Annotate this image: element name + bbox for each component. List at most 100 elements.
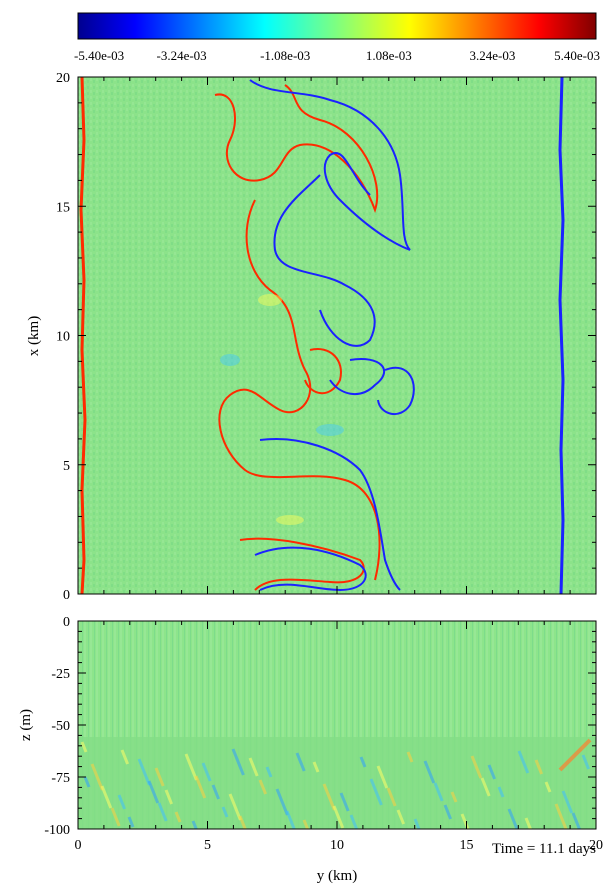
wave-streak	[396, 809, 405, 825]
wave-streak	[265, 766, 273, 778]
bottom-y-tick-label: -25	[51, 667, 70, 682]
top-y-tick-label: 0	[63, 588, 70, 603]
bottom-x-tick-label: 0	[75, 838, 82, 853]
wave-streak	[369, 778, 383, 806]
wave-streak	[120, 749, 129, 765]
bottom-y-tick-label: -50	[51, 719, 70, 734]
wave-streak	[228, 793, 242, 821]
red-contour	[239, 537, 365, 591]
bottom-x-tick-label: 5	[204, 838, 211, 853]
wave-streak	[433, 782, 444, 802]
colorbar-ticks: -5.40e-03 -3.24e-03 -1.08e-03 1.08e-03 3.24e…	[74, 48, 600, 63]
wave-streak	[406, 751, 414, 763]
wave-streak	[460, 813, 470, 829]
top-y-axis-label: x (km)	[26, 316, 42, 356]
bottom-x-axis-label: y (km)	[317, 868, 357, 884]
wave-streak	[581, 754, 590, 770]
blue-contour	[273, 174, 376, 347]
wave-streak	[127, 816, 135, 828]
wave-streak	[544, 781, 552, 793]
wave-streak	[117, 794, 126, 810]
wave-streak	[332, 805, 345, 829]
top-y-tick-label: 15	[56, 200, 70, 215]
right-front-contour	[558, 77, 565, 594]
anomaly-blob	[316, 424, 344, 436]
red-contour	[218, 199, 381, 581]
wave-streak	[285, 810, 296, 829]
wave-streak	[147, 780, 160, 804]
time-annotation: Time = 11.1 days	[492, 841, 596, 857]
colorbar: -5.40e-03 -3.24e-03 -1.08e-03 1.08e-03 3.24e…	[74, 12, 600, 63]
wave-streak	[275, 788, 289, 816]
wave-streak	[201, 762, 212, 782]
top-y-tick-label: 5	[63, 459, 70, 474]
wave-streak	[80, 741, 88, 753]
anomaly-blob	[258, 294, 282, 306]
bottom-x-tick-label: 10	[330, 838, 344, 853]
wave-streak	[359, 756, 367, 768]
wave-streak	[322, 783, 336, 811]
blue-contour	[377, 366, 415, 415]
colorbar-tick-label: 3.24e-03	[469, 48, 515, 63]
bottom-y-tick-label: -75	[51, 771, 70, 786]
wave-streak	[534, 759, 543, 775]
wave-streak	[349, 814, 358, 829]
wave-streak	[470, 755, 483, 779]
colorbar-tick-label: -3.24e-03	[157, 48, 207, 63]
wave-streak	[423, 760, 436, 784]
bottom-y-tick-label: 0	[63, 615, 70, 630]
wave-streak	[137, 758, 151, 786]
anomaly-blob	[276, 515, 304, 525]
top-panel-ticks: 0 5 10 15 20	[56, 71, 597, 603]
wave-streak	[211, 784, 220, 800]
top-panel: 0 5 10 15 20 x (km)	[26, 71, 597, 603]
wave-streak	[450, 791, 458, 803]
wave-streak	[157, 802, 168, 822]
wave-streak	[184, 753, 198, 781]
bottom-panel-ticks: 0 -25 -50 -75 -100 0 5 10 15 20	[44, 615, 603, 853]
wave-streak	[248, 757, 259, 777]
bottom-panel-field	[78, 737, 596, 829]
wave-streak	[100, 785, 113, 809]
top-panel-background	[78, 77, 596, 594]
wave-streak	[231, 748, 245, 776]
wave-streak	[561, 790, 574, 814]
blue-contour	[259, 438, 401, 591]
wave-streak	[312, 761, 320, 773]
wave-streak	[443, 804, 452, 820]
wave-streak	[258, 779, 267, 795]
blue-contour	[249, 79, 411, 251]
top-y-tick-label: 10	[56, 330, 70, 345]
wave-streak	[507, 808, 519, 829]
colorbar-tick-label: -5.40e-03	[74, 48, 124, 63]
wave-streak	[238, 815, 247, 829]
wave-streak	[480, 777, 491, 797]
wave-streak	[554, 803, 568, 829]
wave-streak	[295, 752, 306, 772]
left-front-contour	[79, 77, 87, 594]
bottom-x-tick-label: 15	[460, 838, 474, 853]
wave-streak	[164, 789, 173, 805]
bottom-y-tick-label: -100	[44, 823, 70, 838]
blue-contour	[329, 358, 386, 395]
wave-streak	[191, 820, 198, 829]
wave-streak	[524, 817, 533, 829]
colorbar-tick-label: -1.08e-03	[260, 48, 310, 63]
wave-streak	[110, 807, 121, 827]
wave-streak	[339, 792, 350, 812]
wave-streak	[194, 775, 207, 799]
wave-streak	[497, 786, 505, 798]
bottom-x-tick-label: 20	[589, 838, 603, 853]
wave-streak	[487, 764, 496, 780]
wave-streak	[386, 787, 397, 807]
red-contour	[214, 84, 379, 213]
bottom-y-axis-label: z (m)	[18, 709, 34, 741]
bottom-panel: 0 -25 -50 -75 -100 0 5 10 15 20 z (m) y (km) Time…	[18, 615, 603, 884]
wave-streak	[413, 818, 421, 829]
red-contour	[304, 348, 342, 395]
bottom-panel-waves	[80, 738, 592, 829]
wave-streak	[90, 763, 104, 791]
top-y-tick-label: 20	[56, 71, 70, 86]
wave-streak	[558, 738, 592, 772]
